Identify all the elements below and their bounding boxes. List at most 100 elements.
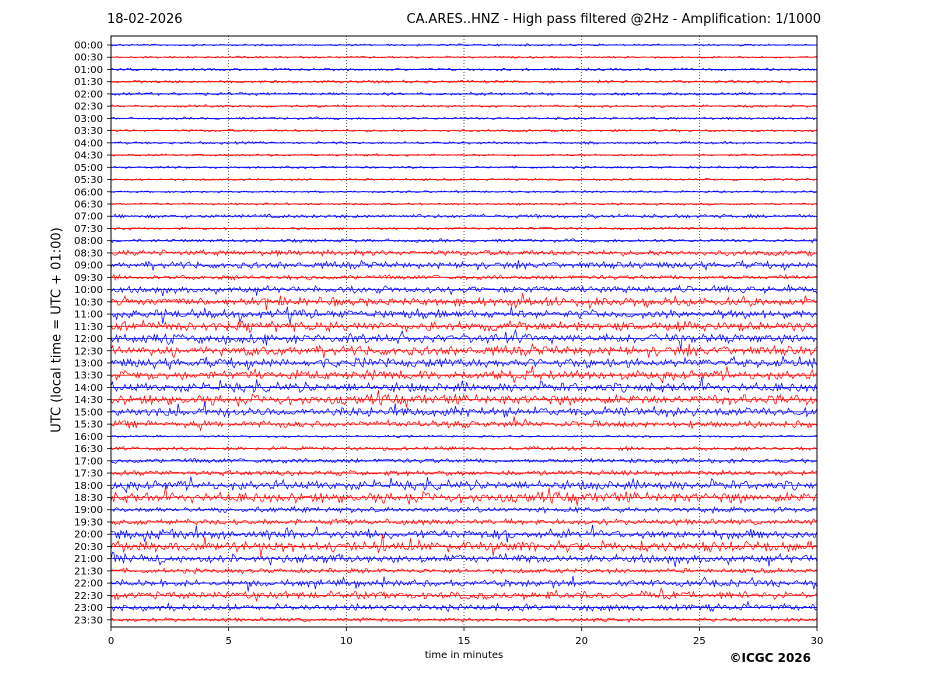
y-tick-label: 00:30 (74, 53, 103, 64)
y-tick-label: 15:30 (74, 420, 103, 431)
trace-signal (110, 366, 817, 384)
y-tick-label: 17:30 (74, 469, 103, 480)
trace-signal (110, 505, 817, 515)
trace-signal (110, 517, 817, 527)
trace-signal (110, 91, 817, 97)
y-tick-label: 19:00 (74, 505, 103, 516)
x-tick-label: 5 (225, 636, 231, 647)
trace-signal (110, 476, 817, 494)
y-tick-label: 23:00 (74, 603, 103, 614)
y-tick-label: 07:30 (74, 224, 103, 235)
trace-signal (110, 213, 817, 220)
trace-signal (110, 434, 817, 439)
trace-signal (110, 355, 817, 371)
trace-signal (110, 273, 817, 282)
trace-signal (110, 284, 817, 297)
trace-signal (110, 416, 817, 432)
y-tick-label: 18:00 (74, 481, 103, 492)
trace-signal (110, 342, 817, 359)
y-tick-label: 03:30 (74, 126, 103, 137)
y-tick-label: 14:00 (74, 383, 103, 394)
y-tick-label: 07:00 (74, 212, 103, 223)
y-tick-label: 00:00 (74, 41, 103, 52)
y-tick-label: 19:30 (74, 517, 103, 528)
y-tick-label: 05:30 (74, 175, 103, 186)
x-tick-label: 15 (458, 636, 471, 647)
y-tick-label: 23:30 (74, 615, 103, 626)
y-tick-label: 03:00 (74, 114, 103, 125)
trace-signal (110, 319, 817, 334)
y-tick-label: 10:30 (74, 297, 103, 308)
trace-signal (110, 575, 817, 592)
x-axis-label: time in minutes (424, 650, 504, 661)
y-tick-label: 13:30 (74, 371, 103, 382)
trace-signal (110, 469, 817, 477)
x-tick-label: 30 (811, 636, 824, 647)
trace-signal (110, 524, 817, 543)
y-tick-label: 09:00 (74, 261, 103, 272)
trace-signal (110, 43, 817, 47)
trace-signal (110, 153, 817, 157)
y-tick-label: 12:00 (74, 334, 103, 345)
trace-signal (110, 67, 817, 72)
trace-signal (110, 55, 817, 59)
y-tick-label: 04:30 (74, 151, 103, 162)
y-tick-label: 22:30 (74, 591, 103, 602)
chart-date: 18-02-2026 (107, 12, 183, 27)
y-tick-label: 15:00 (74, 407, 103, 418)
y-tick-label: 21:30 (74, 566, 103, 577)
plot-area (111, 36, 817, 627)
trace-signal (110, 248, 817, 258)
trace-signal (110, 376, 817, 394)
trace-signal (110, 328, 817, 350)
trace-signal (110, 140, 817, 145)
y-tick-label: 05:00 (74, 163, 103, 174)
trace-signal (110, 306, 817, 324)
trace-signal (110, 587, 817, 603)
y-tick-label: 06:30 (74, 199, 103, 210)
y-axis-label: UTC (local time = UTC + 01:00) (49, 227, 65, 433)
trace-signal (110, 165, 817, 170)
trace-signal (110, 104, 817, 109)
y-tick-label: 02:00 (74, 89, 103, 100)
y-tick-label: 10:00 (74, 285, 103, 296)
x-tick-label: 10 (340, 636, 353, 647)
y-tick-label: 21:00 (74, 554, 103, 565)
trace-signal (110, 485, 817, 506)
y-tick-label: 06:00 (74, 187, 103, 198)
trace-signal (110, 190, 817, 194)
trace-signal (110, 457, 817, 465)
y-tick-label: 11:30 (74, 322, 103, 333)
y-tick-label: 16:00 (74, 432, 103, 443)
copyright-label: ©ICGC 2026 (729, 651, 811, 665)
y-tick-label: 18:30 (74, 493, 103, 504)
trace-signal (110, 128, 817, 133)
y-tick-label: 01:30 (74, 77, 103, 88)
trace-signal (110, 390, 817, 408)
trace-signal (110, 551, 817, 568)
trace-signal (110, 226, 817, 231)
y-tick-label: 08:00 (74, 236, 103, 247)
y-tick-label: 09:30 (74, 273, 103, 284)
y-tick-label: 11:00 (74, 310, 103, 321)
trace-signal (110, 445, 817, 452)
y-tick-label: 16:30 (74, 444, 103, 455)
y-tick-label: 13:00 (74, 358, 103, 369)
y-tick-label: 17:00 (74, 456, 103, 467)
chart-title: CA.ARES..HNZ - High pass filtered @2Hz -… (406, 12, 821, 27)
trace-signal (110, 617, 817, 623)
y-tick-label: 22:00 (74, 579, 103, 590)
trace-signal (110, 534, 817, 558)
x-tick-label: 0 (108, 636, 114, 647)
trace-signal (110, 116, 817, 121)
trace-signal (110, 79, 817, 84)
trace-signal (110, 259, 817, 271)
trace-signal (110, 238, 817, 244)
y-tick-label: 20:30 (74, 542, 103, 553)
y-tick-label: 14:30 (74, 395, 103, 406)
trace-signal (110, 202, 817, 206)
y-tick-label: 04:00 (74, 138, 103, 149)
trace-signal (110, 177, 817, 182)
y-tick-label: 20:00 (74, 530, 103, 541)
